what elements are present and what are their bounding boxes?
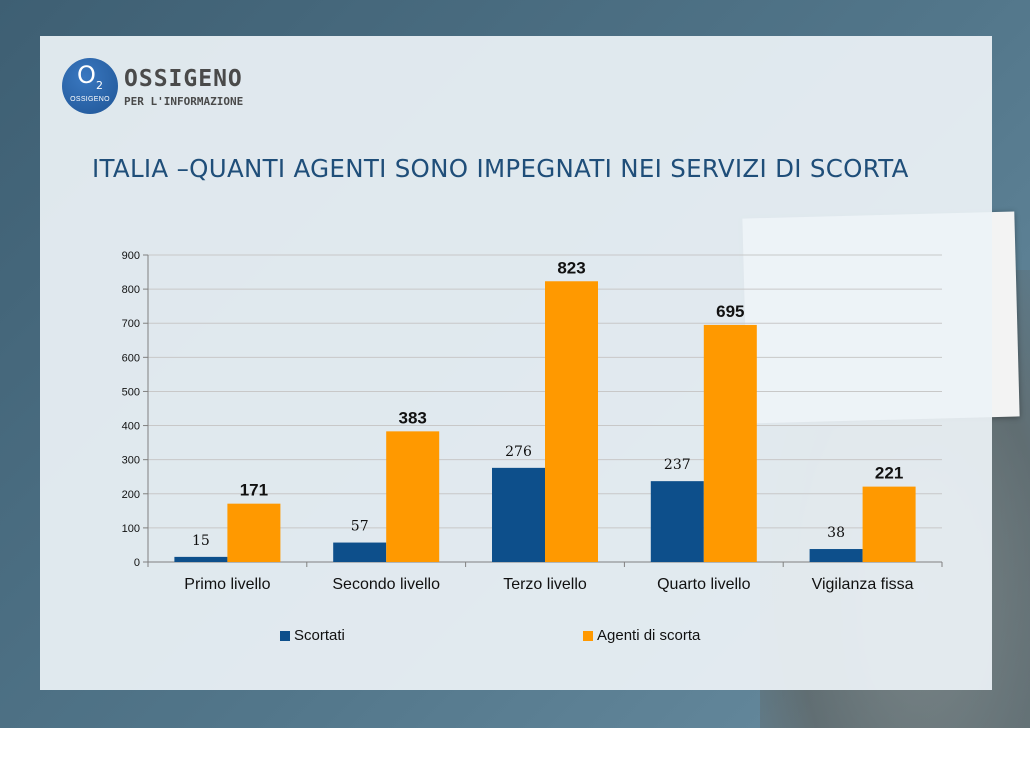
logo-mark: O: [77, 61, 96, 89]
slide-panel: [40, 36, 992, 690]
bar-scortati: [492, 467, 545, 562]
page-title: ITALIA –QUANTI AGENTI SONO IMPEGNATI NEI…: [92, 154, 909, 183]
logo-name: OSSIGENO: [124, 66, 243, 92]
legend-swatch-agenti: [583, 631, 593, 641]
data-label-scortati: 57: [351, 519, 369, 535]
bar-scortati: [174, 556, 228, 562]
bar-agenti: [545, 281, 598, 562]
x-category-label: Quarto livello: [657, 576, 750, 593]
y-tick-label: 500: [122, 386, 140, 398]
data-label-agenti: 171: [240, 481, 268, 500]
logo-tagline: PER L'INFORMAZIONE: [124, 95, 244, 108]
ossigeno-logo-icon: O2 OSSIGENO: [62, 58, 118, 114]
bar-scortati: [333, 542, 387, 562]
bar-agenti: [703, 324, 757, 562]
legend-swatch-scortati: [280, 631, 290, 641]
y-tick-label: 0: [134, 557, 140, 569]
y-tick-label: 900: [122, 250, 140, 262]
x-category-label: Primo livello: [184, 576, 270, 593]
data-label-scortati: 276: [505, 444, 532, 460]
legend-label-agenti: Agenti di scorta: [597, 627, 701, 644]
x-category-label: Vigilanza fissa: [812, 576, 914, 593]
data-label-agenti: 695: [716, 302, 744, 321]
data-label-scortati: 15: [192, 533, 210, 549]
logo-mark-small: OSSIGENO: [70, 96, 110, 103]
bar-scortati: [809, 549, 863, 562]
data-label-agenti: 383: [399, 408, 427, 427]
data-label-scortati: 237: [664, 457, 691, 473]
x-category-label: Terzo livello: [503, 576, 587, 593]
y-tick-label: 100: [122, 523, 140, 535]
y-tick-label: 700: [122, 318, 140, 330]
x-category-label: Secondo livello: [332, 576, 440, 593]
y-tick-label: 800: [122, 284, 140, 296]
bar-agenti: [862, 486, 916, 562]
y-tick-label: 200: [122, 489, 140, 501]
y-tick-label: 600: [122, 352, 140, 364]
y-tick-label: 400: [122, 421, 140, 433]
bar-agenti: [227, 503, 281, 562]
bar-agenti: [386, 431, 440, 562]
data-label-agenti: 823: [557, 258, 585, 277]
y-tick-label: 300: [122, 455, 140, 467]
data-label-agenti: 221: [875, 464, 903, 483]
data-label-scortati: 38: [827, 525, 845, 541]
logo-mark-sub: 2: [95, 78, 103, 92]
legend-label-scortati: Scortati: [294, 627, 345, 644]
bar-scortati: [650, 481, 704, 562]
